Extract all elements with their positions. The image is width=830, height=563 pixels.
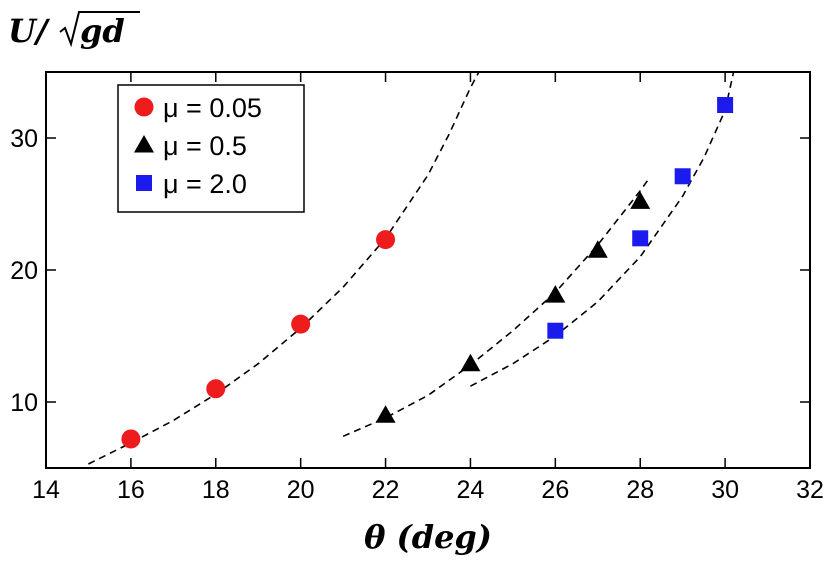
y-axis-label-radicand: gd — [80, 12, 125, 50]
y-tick-label: 20 — [10, 257, 38, 285]
data-point — [632, 230, 649, 247]
legend-marker — [134, 97, 154, 117]
data-point — [545, 285, 566, 303]
x-tick-label: 30 — [711, 476, 739, 504]
legend-marker — [134, 135, 154, 153]
x-tick-label: 22 — [372, 476, 400, 504]
data-points — [121, 97, 734, 449]
y-tick-label: 10 — [10, 389, 38, 417]
x-tick-label: 32 — [796, 476, 824, 504]
y-axis: 10 20 30 — [10, 125, 810, 417]
fit-curve — [88, 71, 480, 465]
x-tick-label: 26 — [541, 476, 569, 504]
x-tick-label: 18 — [202, 476, 230, 504]
x-tick-label: 24 — [457, 476, 485, 504]
y-axis-title: U/ gd — [8, 11, 140, 50]
fit-curve — [470, 71, 735, 387]
legend: μ = 0.05 μ = 0.5 μ = 2.0 — [117, 84, 305, 213]
data-point — [630, 191, 651, 209]
legend-marker — [136, 175, 152, 191]
data-point — [674, 168, 691, 185]
sqrt-sign — [59, 11, 140, 48]
data-point — [206, 379, 226, 399]
x-tick-label: 16 — [117, 476, 145, 504]
y-tick-label: 30 — [10, 125, 38, 153]
data-point — [547, 322, 564, 339]
x-axis: 14 16 18 20 22 24 26 28 30 32 — [32, 72, 824, 504]
fit-curves — [88, 71, 735, 465]
data-point — [460, 353, 481, 372]
legend-label: μ = 0.5 — [163, 131, 247, 161]
data-point — [291, 314, 311, 334]
data-point — [717, 97, 734, 113]
legend-label: μ = 0.05 — [163, 93, 262, 123]
x-tick-label: 14 — [32, 476, 60, 504]
legend-label: μ = 2.0 — [163, 169, 247, 199]
data-point — [376, 230, 396, 250]
x-tick-label: 20 — [287, 476, 315, 504]
data-point — [587, 240, 608, 258]
data-point — [375, 405, 396, 423]
y-axis-label-head: U/ — [8, 12, 51, 50]
x-axis-label: θ (deg) — [364, 518, 492, 556]
x-axis-title: θ (deg) — [364, 518, 492, 556]
x-tick-label: 28 — [626, 476, 654, 504]
data-point — [121, 429, 141, 449]
fit-curve — [342, 178, 650, 438]
